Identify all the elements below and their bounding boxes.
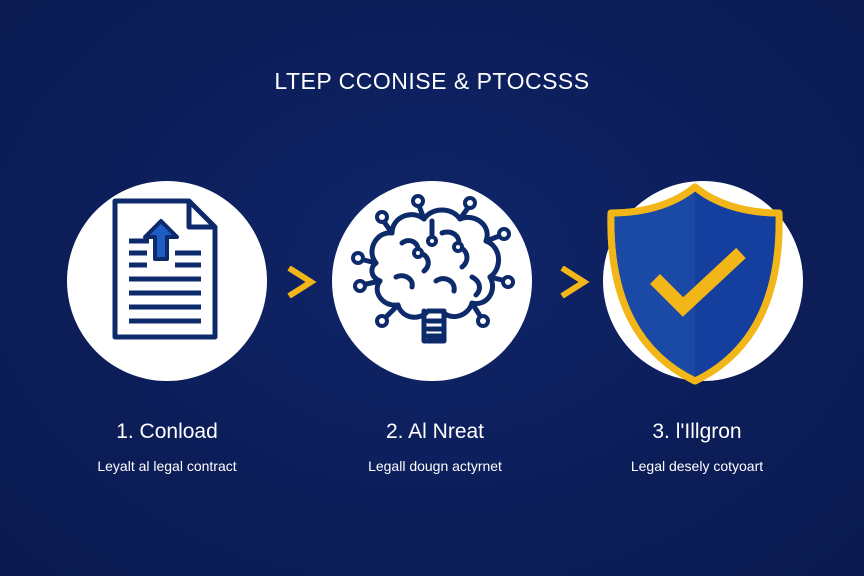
document-upload-icon [112,198,218,340]
step-3-circle [603,181,803,385]
step-1-circle [67,181,267,381]
step-1-description: Leyalt al legal contract [97,458,237,474]
step-1-title: 1. Conload [116,420,218,443]
chevron-right-icon [287,266,317,298]
step-3-description: Legal desely cotyoart [630,458,764,474]
chevron-right-icon [560,266,590,298]
step-3-title: 3. l'Illgron [652,420,742,443]
step-2-circle [332,181,532,381]
step-2-description: Legall dougn actyrnet [368,458,502,474]
ai-brain-icon [351,194,515,344]
diagram-title: LTEP CCONISE & PTOCSSS [274,68,590,94]
shield-check-icon [607,183,783,385]
step-2-title: 2. Al Nreat [385,420,485,443]
